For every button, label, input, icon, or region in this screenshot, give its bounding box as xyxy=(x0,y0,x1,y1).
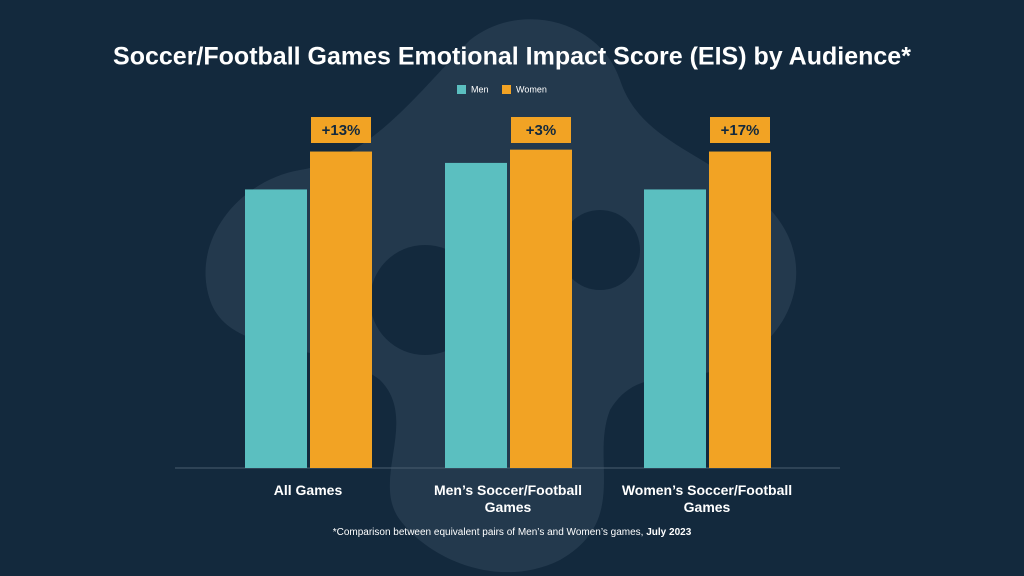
bar xyxy=(245,189,307,468)
annotation-box xyxy=(511,117,571,143)
annotation: +17% xyxy=(721,122,760,139)
legend-label: Men xyxy=(471,84,489,94)
annotation-box xyxy=(311,117,371,143)
footnote-text: *Comparison between equivalent pairs of … xyxy=(332,527,647,538)
bar xyxy=(510,149,572,468)
bar xyxy=(310,151,372,468)
bar xyxy=(644,189,706,468)
legend-label: Women xyxy=(516,84,547,94)
bar xyxy=(709,151,771,468)
annotation: +3% xyxy=(526,122,556,139)
annotation: +13% xyxy=(322,122,361,139)
annotation-box xyxy=(710,117,770,143)
footnote-date: July 2023 xyxy=(646,527,692,538)
x-tick-label: All Games xyxy=(273,482,343,498)
x-tick-label: Women’s Soccer/Football Games xyxy=(621,482,793,515)
legend-swatch xyxy=(502,85,511,94)
legend-swatch xyxy=(457,85,466,94)
bar xyxy=(445,162,507,468)
footnote: *Comparison between equivalent pairs of … xyxy=(0,527,1024,538)
background-decoration xyxy=(560,210,640,290)
chart-title: Soccer/Football Games Emotional Impact S… xyxy=(113,43,911,71)
x-tick-label: Men’s Soccer/Football Games xyxy=(433,482,583,515)
